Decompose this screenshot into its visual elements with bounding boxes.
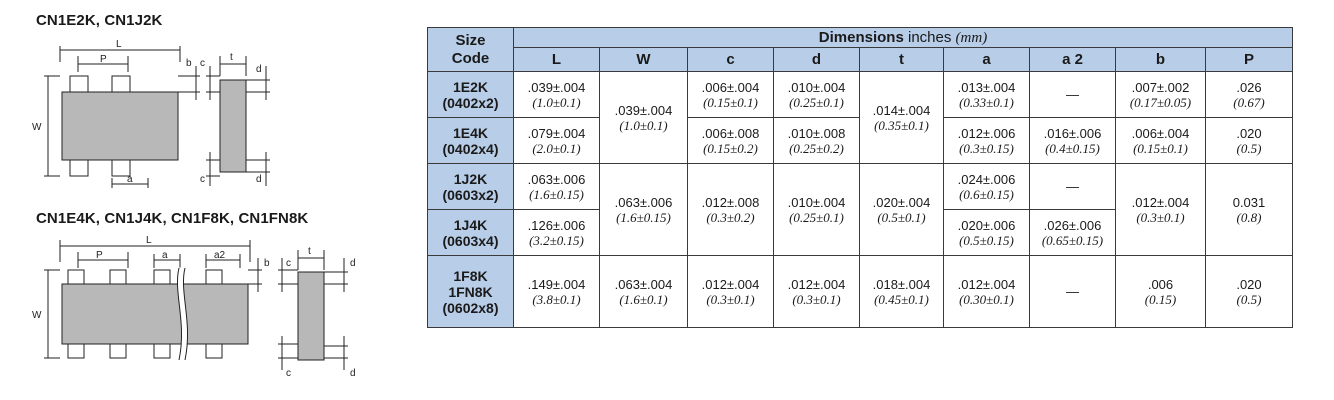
- cell-c: .012±.004 (0.3±0.1): [687, 255, 774, 328]
- cell-d: .010±.004 (0.25±0.1): [773, 71, 860, 118]
- drawing-title-bottom: CN1E4K, CN1J4K, CN1F8K, CN1FN8K: [36, 210, 309, 227]
- dimensions-header: Dimensions inches (mm): [513, 27, 1293, 48]
- cell-t: .014±.004 (0.35±0.1): [859, 71, 944, 164]
- drawing-bottom: L P a a2 W b c c t d d: [32, 235, 356, 379]
- cell-a: .020±.006 (0.5±0.15): [943, 209, 1030, 256]
- size-code-cell: 1F8K 1FN8K (0602x8): [427, 255, 514, 328]
- col-header-a2: a 2: [1029, 47, 1116, 72]
- cell-a2: —: [1029, 163, 1116, 210]
- dim-label-c-b-2: c: [286, 368, 291, 379]
- size-code-cell: 1J4K (0603x4): [427, 209, 514, 256]
- col-header-c: c: [687, 47, 774, 72]
- drawing-title-top: CN1E2K, CN1J2K: [36, 12, 163, 29]
- dim-label-L-b: L: [146, 235, 152, 246]
- col-header-L: L: [513, 47, 600, 72]
- cell-t: .020±.004 (0.5±0.1): [859, 163, 944, 256]
- cell-L: .063±.006 (1.6±0.15): [513, 163, 600, 210]
- dim-label-a-b: a: [162, 250, 168, 261]
- table-row: 1F8K 1FN8K (0602x8) .149±.004 (3.8±0.1) .06…: [427, 255, 1293, 328]
- cell-L: .126±.006 (3.2±0.15): [513, 209, 600, 256]
- dim-label-d-2: d: [256, 174, 262, 185]
- dim-label-W: W: [32, 122, 42, 133]
- drawing-top: L P W a b c c t d d: [32, 39, 270, 188]
- dimensions-table: Size Code Dimensions inches (mm) L W c d …: [427, 27, 1293, 328]
- cell-d: .010±.008 (0.25±0.2): [773, 117, 860, 164]
- table-row: 1E4K (0402x4) .079±.004 (2.0±0.1) .006±.00…: [427, 117, 1293, 164]
- cell-a: .012±.004 (0.30±0.1): [943, 255, 1030, 328]
- col-header-P: P: [1205, 47, 1293, 72]
- table-row: 1J2K (0603x2) .063±.006 (1.6±0.15) .063±.0…: [427, 163, 1293, 256]
- cell-b: .012±.004 (0.3±0.1): [1115, 163, 1206, 256]
- cell-b: .006±.004 (0.15±0.1): [1115, 117, 1206, 164]
- cell-P: 0.031 (0.8): [1205, 163, 1293, 256]
- dim-label-c: c: [200, 58, 205, 69]
- dim-label-P: P: [100, 54, 107, 65]
- cell-a: .024±.006 (0.6±0.15): [943, 163, 1030, 210]
- cell-L: .149±.004 (3.8±0.1): [513, 255, 600, 328]
- dim-label-d: d: [256, 64, 262, 75]
- cell-W: .063±.004 (1.6±0.1): [599, 255, 688, 328]
- dim-label-b: b: [186, 58, 192, 69]
- dim-label-t: t: [230, 52, 233, 63]
- dim-label-d-b: d: [350, 258, 356, 269]
- dim-label-L: L: [116, 39, 122, 50]
- cell-a2: —: [1029, 71, 1116, 118]
- size-code-header: Size Code: [427, 27, 514, 72]
- cell-a: .012±.006 (0.3±0.15): [943, 117, 1030, 164]
- cell-L: .079±.004 (2.0±0.1): [513, 117, 600, 164]
- dim-label-a2-b: a2: [214, 250, 226, 261]
- cell-c: .012±.008 (0.3±0.2): [687, 163, 774, 256]
- cell-P: .020 (0.5): [1205, 255, 1293, 328]
- cell-a2: —: [1029, 255, 1116, 328]
- col-header-a: a: [943, 47, 1030, 72]
- col-header-d: d: [773, 47, 860, 72]
- cell-c: .006±.004 (0.15±0.1): [687, 71, 774, 118]
- cell-P: .026 (0.67): [1205, 71, 1293, 118]
- cell-d: .012±.004 (0.3±0.1): [773, 255, 860, 328]
- cell-a2: .016±.006 (0.4±0.15): [1029, 117, 1116, 164]
- cell-b: .006 (0.15): [1115, 255, 1206, 328]
- dim-label-P-b: P: [96, 250, 103, 261]
- cell-t: .018±.004 (0.45±0.1): [859, 255, 944, 328]
- table-row: 1E2K (0402x2) .039±.004 (1.0±0.1) .039±.00…: [427, 71, 1293, 164]
- cell-b: .007±.002 (0.17±0.05): [1115, 71, 1206, 118]
- dim-label-W-b: W: [32, 310, 42, 321]
- size-code-cell: 1E2K (0402x2): [427, 71, 514, 118]
- col-header-W: W: [599, 47, 688, 72]
- dim-label-a: a: [127, 174, 133, 185]
- cell-P: .020 (0.5): [1205, 117, 1293, 164]
- table-row: 1J4K (0603x4) .126±.006 (3.2±0.15) .020±.0…: [427, 209, 1293, 256]
- col-header-t: t: [859, 47, 944, 72]
- cell-c: .006±.008 (0.15±0.2): [687, 117, 774, 164]
- dim-label-t-b: t: [308, 246, 311, 257]
- col-header-b: b: [1115, 47, 1206, 72]
- cell-d: .010±.004 (0.25±0.1): [773, 163, 860, 256]
- cell-a2: .026±.006 (0.65±0.15): [1029, 209, 1116, 256]
- cell-a: .013±.004 (0.33±0.1): [943, 71, 1030, 118]
- dim-label-c-b: c: [286, 258, 291, 269]
- cell-L: .039±.004 (1.0±0.1): [513, 71, 600, 118]
- dim-label-b-b: b: [264, 258, 270, 269]
- cell-W: .063±.006 (1.6±0.15): [599, 163, 688, 256]
- size-code-cell: 1E4K (0402x4): [427, 117, 514, 164]
- dim-label-c-2: c: [200, 174, 205, 185]
- size-code-cell: 1J2K (0603x2): [427, 163, 514, 210]
- dim-label-d-b-2: d: [350, 368, 356, 379]
- cell-W: .039±.004 (1.0±0.1): [599, 71, 688, 164]
